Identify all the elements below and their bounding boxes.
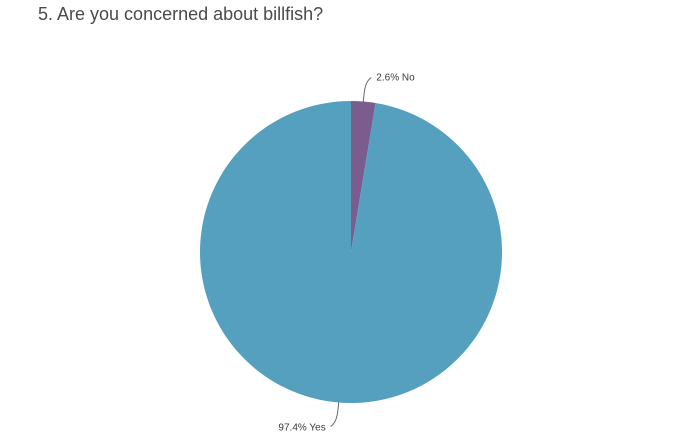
leader-line-yes (330, 402, 340, 427)
slice-label-no: 2.6% No (376, 73, 415, 84)
slice-label-yes: 97.4% Yes (278, 423, 325, 434)
pie-labels: 2.6% No 97.4% Yes (278, 73, 415, 434)
pie-slice-no (351, 101, 376, 252)
chart-title: 5. Are you concerned about billfish? (38, 4, 324, 24)
leader-line-no (362, 77, 372, 102)
pie-slices (200, 101, 503, 403)
pie-slice-yes (200, 101, 503, 403)
